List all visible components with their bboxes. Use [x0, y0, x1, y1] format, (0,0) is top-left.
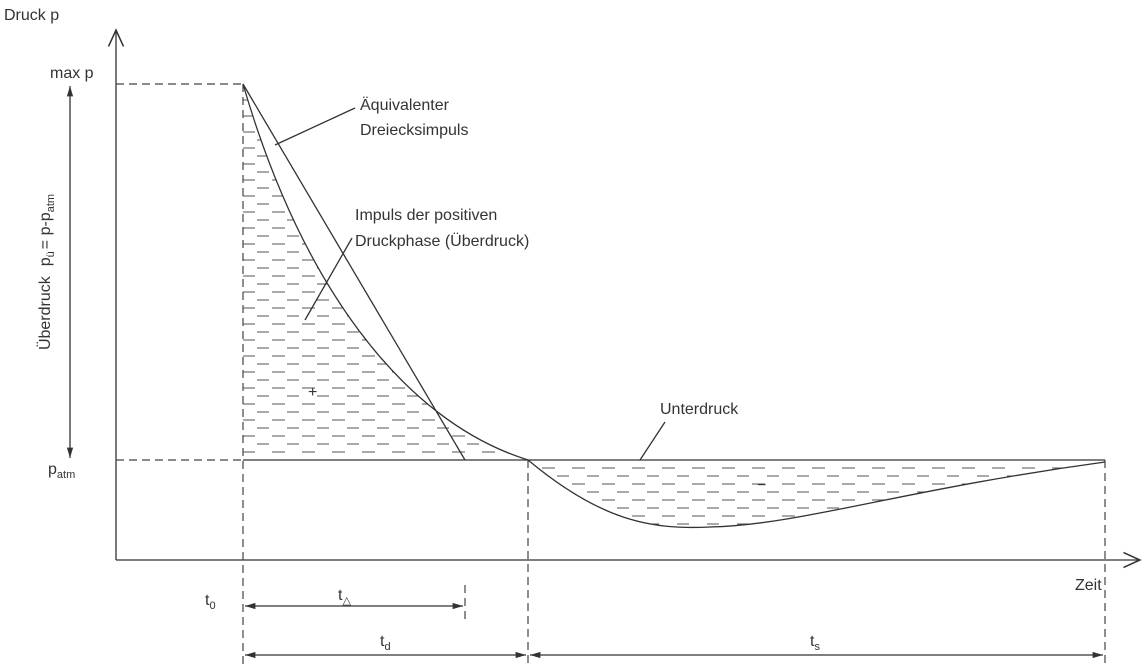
- equivalent-line-2: Dreiecksimpuls: [360, 122, 468, 139]
- x-axis-label: Zeit: [1075, 577, 1102, 594]
- dimension-lines: [66, 86, 1103, 659]
- leaders: [274, 107, 666, 461]
- atm-sub: atm: [57, 469, 75, 481]
- overpressure-rhs-sub: atm: [45, 194, 57, 212]
- ts-sub: s: [814, 641, 820, 653]
- overpressure-lhs: p: [37, 257, 54, 266]
- ts-base: t: [810, 633, 815, 650]
- overpressure-word: Überdruck: [36, 275, 54, 350]
- t0-label: t0: [205, 592, 216, 612]
- overpressure-lhs-sub: ü: [45, 251, 57, 257]
- tdelta-label: t△: [338, 587, 351, 607]
- td-base: t: [380, 633, 385, 650]
- hatched-areas: [243, 84, 1105, 528]
- tdelta-base: t: [338, 587, 343, 604]
- minus-sign: −: [757, 477, 766, 494]
- overpressure-rhs: = p-p: [37, 212, 54, 249]
- atm-base: p: [48, 461, 57, 478]
- overpressure-label: Überdruck pü = p-patm: [36, 194, 57, 350]
- td-label: td: [380, 633, 391, 653]
- positive-line-2: Druckphase (Überdruck): [355, 232, 529, 250]
- td-sub: d: [384, 641, 390, 653]
- y-axis-label: Druck p: [4, 7, 59, 24]
- dashed-guides: [116, 83, 1106, 664]
- equivalent-line-1: Äquivalenter: [360, 96, 450, 114]
- positive-line-1: Impuls der positiven: [355, 207, 497, 224]
- ts-label: ts: [810, 633, 820, 653]
- atm-label: patm: [48, 461, 75, 481]
- tdelta-sub: △: [342, 595, 351, 607]
- plus-sign: +: [308, 384, 317, 401]
- negative-label: Unterdruck: [660, 401, 739, 418]
- max-label: max p: [50, 65, 94, 82]
- t0-sub: 0: [209, 600, 215, 612]
- curves: [242, 83, 1106, 529]
- axes: [116, 30, 1140, 560]
- t0-base: t: [205, 592, 210, 609]
